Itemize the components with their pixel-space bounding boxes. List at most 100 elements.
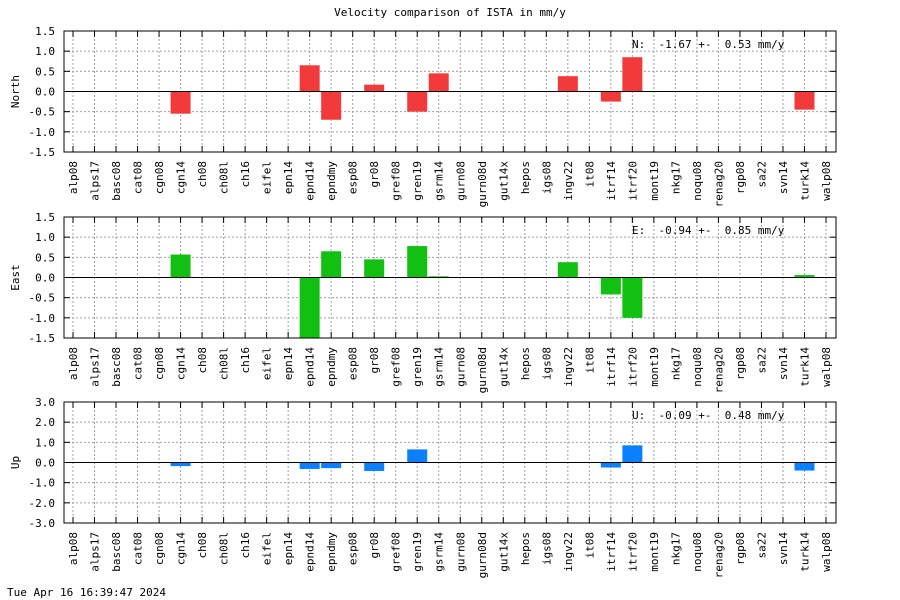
x-tick-label: cgn14 [175,161,188,194]
x-tick-label: mont19 [648,347,661,387]
bar-epndmy [321,462,342,469]
x-tick-label: gr08 [368,532,381,559]
bar-gren19 [407,246,428,278]
x-tick-label: eifel [261,161,274,194]
chart-title: Velocity comparison of ISTA in mm/y [334,6,566,19]
bar-itrf14 [600,277,621,295]
x-tick-label: gren19 [411,347,424,387]
x-tick-label: svn14 [777,532,790,565]
stats-annotation: U: -0.09 +- 0.48 mm/y [632,409,785,422]
plot-frame [63,30,837,153]
x-tick-label: ingv22 [562,347,575,387]
x-tick-label: epnd14 [304,161,317,201]
x-tick-label: walp08 [820,532,833,572]
x-tick-label: renag20 [712,532,725,578]
x-tick-label: gurn08d [476,347,489,393]
x-tick-label: svn14 [777,161,790,194]
x-tick-label: gut14x [497,347,510,387]
x-tick-label: cgn14 [175,532,188,565]
x-tick-label: gren19 [411,532,424,572]
x-tick-label: epndmy [325,532,338,572]
x-tick-label: igs08 [540,161,553,194]
x-tick-label: cat08 [132,161,145,194]
x-tick-label: ch16 [239,532,252,559]
x-tick-label: cat08 [132,347,145,380]
x-tick-label: noqu08 [691,532,704,572]
x-tick-label: walp08 [820,161,833,201]
bar-epndmy [321,91,342,120]
y-tick-label: -1.0 [29,126,56,139]
x-tick-label: itrf20 [626,347,639,387]
plot-frame [63,401,837,524]
bar-gren19 [407,91,428,112]
x-tick-label: it08 [583,161,596,188]
x-tick-label: eifel [261,347,274,380]
x-tick-label: sa22 [755,532,768,559]
x-tick-label: cgn14 [175,347,188,380]
x-tick-label: esp08 [347,532,360,565]
x-tick-label: sa22 [755,161,768,188]
y-axis-label: East [9,264,22,291]
bar-cgn14 [170,91,191,114]
x-tick-label: epnd14 [304,347,317,387]
x-tick-label: alp08 [67,347,80,380]
x-tick-label: esp08 [347,161,360,194]
x-tick-label: itrf20 [626,532,639,572]
timestamp: Tue Apr 16 16:39:47 2024 [7,586,166,599]
x-tick-label: cgn08 [153,161,166,194]
x-tick-label: gref08 [390,532,403,572]
x-tick-label: hepos [519,532,532,565]
y-tick-label: -0.5 [29,292,56,305]
x-tick-label: gsrm14 [433,347,446,387]
x-tick-label: hepos [519,161,532,194]
x-tick-label: alp08 [67,532,80,565]
bar-cgn14 [170,254,191,278]
y-tick-label: 0.0 [35,272,55,285]
x-tick-label: gut14x [497,161,510,201]
stats-annotation: N: -1.67 +- 0.53 mm/y [632,38,785,51]
y-tick-label: 1.5 [35,25,55,38]
y-tick-label: -3.0 [29,517,56,530]
x-tick-label: it08 [583,532,596,559]
x-tick-label: gut14x [497,532,510,572]
x-tick-label: ingv22 [562,161,575,201]
x-tick-label: turk14 [798,532,811,572]
x-tick-label: gsrm14 [433,532,446,572]
y-tick-label: 1.0 [35,436,55,449]
y-tick-label: -1.5 [29,332,56,345]
x-tick-label: gurn08 [454,532,467,572]
x-tick-label: cgn08 [153,347,166,380]
x-tick-label: ch08 [196,161,209,188]
x-tick-label: alps17 [89,532,102,572]
y-tick-label: -2.0 [29,497,56,510]
x-tick-label: alp08 [67,161,80,194]
x-tick-label: noqu08 [691,161,704,201]
y-tick-label: 0.5 [35,65,55,78]
x-tick-label: epndmy [325,347,338,387]
x-tick-label: walp08 [820,347,833,387]
y-tick-label: -1.0 [29,312,56,325]
y-tick-label: 3.0 [35,396,55,409]
bar-itrf20 [622,277,643,318]
x-tick-label: gurn08d [476,161,489,207]
y-tick-label: -1.5 [29,146,56,159]
x-tick-label: igs08 [540,532,553,565]
x-tick-label: renag20 [712,161,725,207]
x-tick-label: epn14 [282,532,295,565]
x-tick-label: ch08l [218,347,231,380]
y-axis-label: North [9,75,22,108]
x-tick-label: itrf20 [626,161,639,201]
x-tick-label: gren19 [411,161,424,201]
bar-gr08 [364,462,385,471]
bar-epnd14 [299,65,320,92]
bar-epnd14 [299,277,320,338]
x-tick-label: ch16 [239,161,252,188]
x-tick-label: gref08 [390,161,403,201]
x-tick-label: turk14 [798,347,811,387]
x-tick-label: rgp08 [734,161,747,194]
bar-itrf14 [600,91,621,102]
bar-epndmy [321,251,342,278]
x-tick-label: rgp08 [734,532,747,565]
x-tick-label: itrf14 [605,532,618,572]
bar-turk14 [794,462,815,471]
